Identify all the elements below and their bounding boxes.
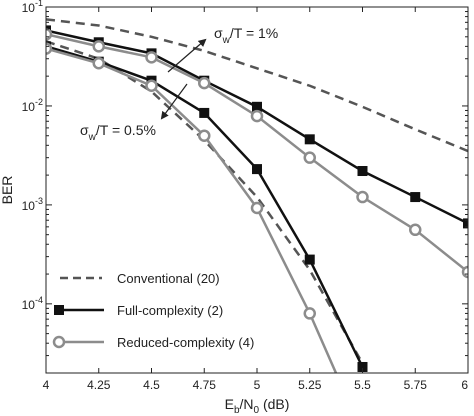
annotation-label-0-5pct: σw/T = 0.5%	[80, 122, 156, 143]
legend-label-full: Full-complexity (2)	[117, 303, 223, 318]
plot-background	[46, 7, 468, 373]
data-point-red_2-4	[250, 201, 264, 215]
data-point-full_2-6	[357, 361, 368, 372]
x-tick-label-6: 5.5	[354, 378, 371, 392]
data-point-red_1-4	[250, 109, 264, 123]
data-point-red_1-5	[303, 151, 316, 164]
data-point-red_2-5	[303, 307, 316, 320]
x-axis-label: Eb/N0 (dB)	[225, 396, 290, 416]
annotation-1pct: σw/T = 1%	[167, 25, 278, 73]
annotation-arrow-1pct	[167, 38, 207, 73]
x-tick-label-1: 4.25	[87, 378, 111, 392]
series-layer	[46, 18, 468, 373]
data-point-full_1-4	[252, 101, 262, 112]
data-point-red_2-2	[145, 79, 158, 92]
data-point-red_2-3	[198, 129, 211, 142]
annotation-0-5pct: σw/T = 0.5%	[80, 83, 188, 143]
legend-marker-circle	[52, 335, 66, 349]
legend-marker-square	[54, 305, 64, 315]
data-point-red_1-1	[92, 40, 105, 53]
legend-label-reduced: Reduced-complexity (4)	[117, 335, 254, 350]
x-tick-label-2: 4.5	[143, 378, 160, 392]
data-point-full_1-8	[463, 218, 468, 229]
data-point-red_1-7	[409, 223, 422, 237]
x-tick-label-3: 4.75	[193, 378, 217, 392]
x-tick-label-7: 5.75	[404, 378, 428, 392]
plot-frame	[45, 6, 469, 374]
x-tick-label-0: 4	[43, 378, 50, 392]
series-clip	[46, 18, 468, 373]
x-tick-label-4: 5	[254, 378, 261, 392]
series-line-conv_1	[46, 18, 468, 153]
x-tick-label-8: 6	[461, 378, 468, 392]
y-tick-label-1: 10-2	[22, 97, 43, 114]
y-axis-label: BER	[0, 176, 15, 205]
annotation-label-1pct: σw/T = 1%	[214, 25, 278, 46]
data-point-full_1-7	[410, 192, 421, 203]
data-point-red_1-2	[145, 51, 158, 64]
data-point-full_1-5	[304, 134, 315, 145]
data-point-full_2-5	[304, 254, 315, 265]
data-point-full_2-3	[199, 107, 210, 118]
legend-label-conventional: Conventional (20)	[117, 271, 220, 286]
y-tick-label-2: 10-3	[22, 196, 43, 213]
y-tick-label-3: 10-4	[22, 295, 43, 312]
data-point-full_2-4	[252, 164, 262, 175]
y-tick-label-0: 10-1	[22, 0, 43, 15]
x-tick-label-5: 5.25	[298, 378, 322, 392]
legend: Conventional (20) Full-complexity (2) Re…	[52, 271, 254, 350]
data-point-red_2-1	[92, 57, 105, 70]
data-point-red_1-6	[356, 190, 369, 204]
annotation-arrow-0-5pct	[160, 83, 188, 120]
data-point-red_1-3	[198, 76, 211, 90]
data-point-full_1-6	[357, 166, 368, 177]
